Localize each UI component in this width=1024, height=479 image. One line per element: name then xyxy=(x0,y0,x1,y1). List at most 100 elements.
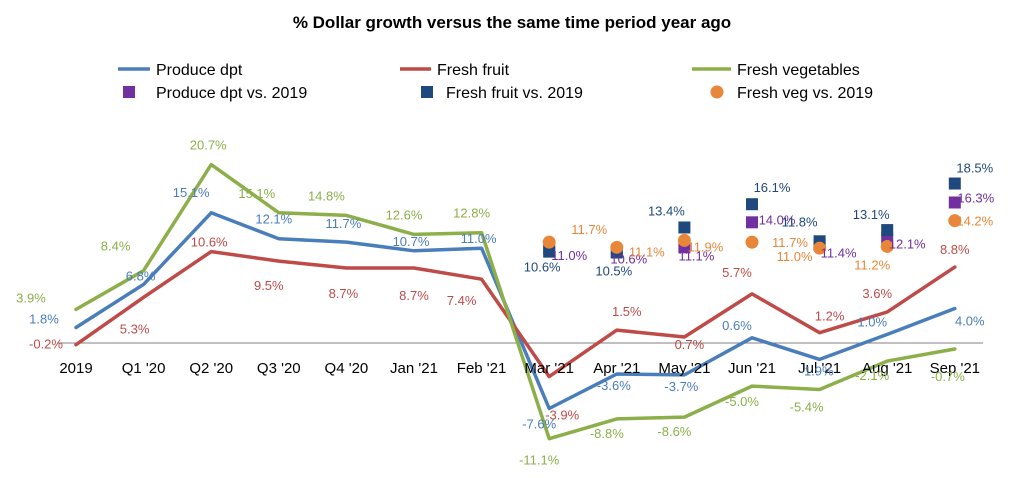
legend-label-produce-dpt: Produce dpt xyxy=(156,62,243,79)
data-label-fresh-vegetables-2019: 3.9% xyxy=(16,290,46,305)
data-label-fresh-vegetables-q3-20: 15.1% xyxy=(238,186,275,201)
legend-item-fresh-fruit-vs-2019: Fresh fruit vs. 2019 xyxy=(421,85,583,102)
data-label-fresh-veg-vs-2019-apr-21: 11.1% xyxy=(629,244,665,259)
legend-swatch-produce-dpt-vs-2019 xyxy=(123,86,135,98)
data-label-fresh-fruit-mar-21: -3.9% xyxy=(545,408,579,423)
data-label-fresh-fruit-apr-21: 1.5% xyxy=(612,304,642,319)
x-axis-ticks: 2019 Q1 '20 Q2 '20 Q3 '20 Q4 '20 Jan '21 Feb '… xyxy=(59,360,980,377)
legend-label-fresh-veg-vs-2019: Fresh veg vs. 2019 xyxy=(737,85,873,102)
legend-label-produce-dpt-vs-2019: Produce dpt vs. 2019 xyxy=(156,85,307,102)
data-label-fresh-fruit-q2-20: 10.6% xyxy=(191,235,228,250)
data-label-fresh-fruit-sep-21: 8.8% xyxy=(940,242,970,257)
data-label-produce-dpt-vs-2019-jul-21: 11.4% xyxy=(821,246,857,261)
data-label-produce-dpt-q3-20: 12.1% xyxy=(255,212,292,227)
data-label-fresh-fruit-vs-2019-apr-21: 10.5% xyxy=(595,264,632,279)
legend-label-fresh-fruit: Fresh fruit xyxy=(437,62,510,79)
data-label-fresh-fruit-vs-2019-jul-21: 11.8% xyxy=(782,214,818,229)
data-label-produce-dpt-vs-2019-jun-21: 14.0% xyxy=(759,212,796,227)
x-tick-label-q3-20: Q3 '20 xyxy=(257,360,301,377)
data-label-fresh-fruit-jan-21: 8.7% xyxy=(399,288,429,303)
marker-fresh-fruit-vs-2019-may-21 xyxy=(678,221,691,234)
data-label-produce-dpt-vs-2019-may-21: 11.1% xyxy=(678,248,714,263)
data-label-fresh-vegetables-mar-21: -11.1% xyxy=(519,453,560,468)
data-label-produce-dpt-vs-2019-apr-21: 10.6% xyxy=(610,252,647,267)
x-tick-label-q1-20: Q1 '20 xyxy=(122,360,166,377)
x-tick-label-may-21: May '21 xyxy=(658,360,710,377)
x-tick-label-q4-20: Q4 '20 xyxy=(325,360,369,377)
data-label-fresh-fruit-jun-21: 5.7% xyxy=(722,265,752,280)
data-label-produce-dpt-aug-21: 1.0% xyxy=(857,314,887,329)
legend-label-fresh-vegetables: Fresh vegetables xyxy=(737,62,860,79)
data-label-fresh-fruit-2019: -0.2% xyxy=(29,337,63,352)
marker-produce-dpt-vs-2019-jun-21 xyxy=(746,216,758,229)
series-line-fresh-fruit xyxy=(74,249,957,379)
data-label-fresh-veg-vs-2019-sep-21: 14.2% xyxy=(956,214,993,229)
data-label-produce-dpt-vs-2019-sep-21: 16.3% xyxy=(957,191,994,206)
data-label-fresh-vegetables-q1-20: 8.4% xyxy=(101,239,131,254)
data-label-produce-dpt-jul-21: -1.9% xyxy=(800,363,834,378)
marker-fresh-fruit-vs-2019-aug-21 xyxy=(881,224,894,237)
data-label-produce-dpt-mar-21: -7.6% xyxy=(522,417,556,432)
data-label-fresh-fruit-jul-21: 1.2% xyxy=(815,309,845,324)
data-label-produce-dpt-vs-2019-aug-21: 12.1% xyxy=(889,237,926,252)
x-tick-label-apr-21: Apr '21 xyxy=(593,360,640,377)
x-tick-label-aug-21: Aug '21 xyxy=(862,360,912,377)
series-markers xyxy=(542,177,962,259)
x-tick-label-mar-21: Mar '21 xyxy=(524,360,574,377)
data-label-fresh-vegetables-sep-21: -0.7% xyxy=(931,369,965,384)
x-tick-label-feb-21: Feb '21 xyxy=(457,360,507,377)
data-label-produce-dpt-apr-21: -3.6% xyxy=(597,378,631,393)
legend-item-produce-dpt: Produce dpt xyxy=(118,62,243,79)
x-tick-label-q2-20: Q2 '20 xyxy=(189,360,233,377)
marker-fresh-veg-vs-2019-jul-21 xyxy=(813,241,827,255)
marker-fresh-veg-vs-2019-mar-21 xyxy=(542,235,556,249)
data-label-produce-dpt-jan-21: 10.7% xyxy=(393,234,430,249)
data-label-fresh-fruit-q3-20: 9.5% xyxy=(254,278,284,293)
chart-title: % Dollar growth versus the same time per… xyxy=(293,13,731,32)
data-label-fresh-fruit-vs-2019-sep-21: 18.5% xyxy=(956,161,993,176)
series-line-fresh-vegetables xyxy=(74,162,957,441)
legend-swatch-fresh-fruit-vs-2019 xyxy=(421,86,433,98)
data-label-fresh-fruit-vs-2019-jun-21: 16.1% xyxy=(754,180,791,195)
data-label-fresh-vegetables-jun-21: -5.0% xyxy=(725,394,759,409)
x-tick-label-jul-21: Jul '21 xyxy=(798,360,841,377)
data-labels: 1.8%6.8%15.1%12.1% 11.7%10.7% 11.0%-7.6%-3… xyxy=(16,138,994,468)
marker-produce-dpt-vs-2019-sep-21 xyxy=(948,196,961,209)
series-lines xyxy=(74,162,957,441)
marker-fresh-fruit-vs-2019-sep-21 xyxy=(948,177,961,190)
x-tick-label-jun-21: Jun '21 xyxy=(728,360,776,377)
data-label-fresh-vegetables-apr-21: -8.8% xyxy=(590,426,624,441)
data-label-fresh-veg-vs-2019-mar-21: 11.7% xyxy=(571,222,607,237)
marker-fresh-veg-vs-2019-sep-21 xyxy=(948,214,962,228)
legend-label-fresh-fruit-vs-2019: Fresh fruit vs. 2019 xyxy=(446,85,583,102)
data-label-fresh-vegetables-jul-21: -5.4% xyxy=(790,400,824,415)
data-label-fresh-fruit-q4-20: 8.7% xyxy=(329,286,359,301)
legend-item-fresh-fruit: Fresh fruit xyxy=(400,62,510,79)
data-label-produce-dpt-q1-20: 6.8% xyxy=(126,268,156,283)
data-label-fresh-fruit-q1-20: 5.3% xyxy=(120,321,150,336)
data-label-fresh-vegetables-aug-21: -2.1% xyxy=(855,368,889,383)
data-label-fresh-veg-vs-2019-jun-21: 11.7% xyxy=(772,235,808,250)
data-label-produce-dpt-jun-21: 0.6% xyxy=(722,318,752,333)
data-label-fresh-fruit-may-21: 0.7% xyxy=(675,337,705,352)
marker-fresh-veg-vs-2019-may-21 xyxy=(677,233,691,247)
data-label-fresh-vegetables-jan-21: 12.6% xyxy=(386,207,423,222)
marker-fresh-fruit-vs-2019-mar-21 xyxy=(543,245,556,258)
legend-item-fresh-vegetables: Fresh vegetables xyxy=(692,62,860,79)
data-label-produce-dpt-q4-20: 11.7% xyxy=(325,216,361,231)
legend-swatch-fresh-veg-vs-2019 xyxy=(710,85,724,99)
data-label-fresh-fruit-vs-2019-mar-21: 10.6% xyxy=(524,260,561,275)
legend-item-fresh-veg-vs-2019: Fresh veg vs. 2019 xyxy=(710,85,873,102)
data-label-produce-dpt-2019: 1.8% xyxy=(29,312,59,327)
data-label-fresh-veg-vs-2019-may-21: 11.9% xyxy=(687,239,723,254)
marker-fresh-veg-vs-2019-jun-21 xyxy=(745,235,759,249)
data-label-produce-dpt-sep-21: 4.0% xyxy=(955,314,985,329)
data-label-fresh-fruit-aug-21: 3.6% xyxy=(862,286,892,301)
x-tick-label-sep-21: Sep '21 xyxy=(930,360,980,377)
legend: Produce dpt Fresh fruit Fresh vegetables… xyxy=(118,62,873,102)
data-label-fresh-vegetables-q4-20: 14.8% xyxy=(308,188,345,203)
data-label-fresh-fruit-vs-2019-aug-21: 13.1% xyxy=(853,207,890,222)
data-label-fresh-vegetables-q2-20: 20.7% xyxy=(190,138,227,153)
data-label-fresh-fruit-feb-21: 7.4% xyxy=(447,293,477,308)
